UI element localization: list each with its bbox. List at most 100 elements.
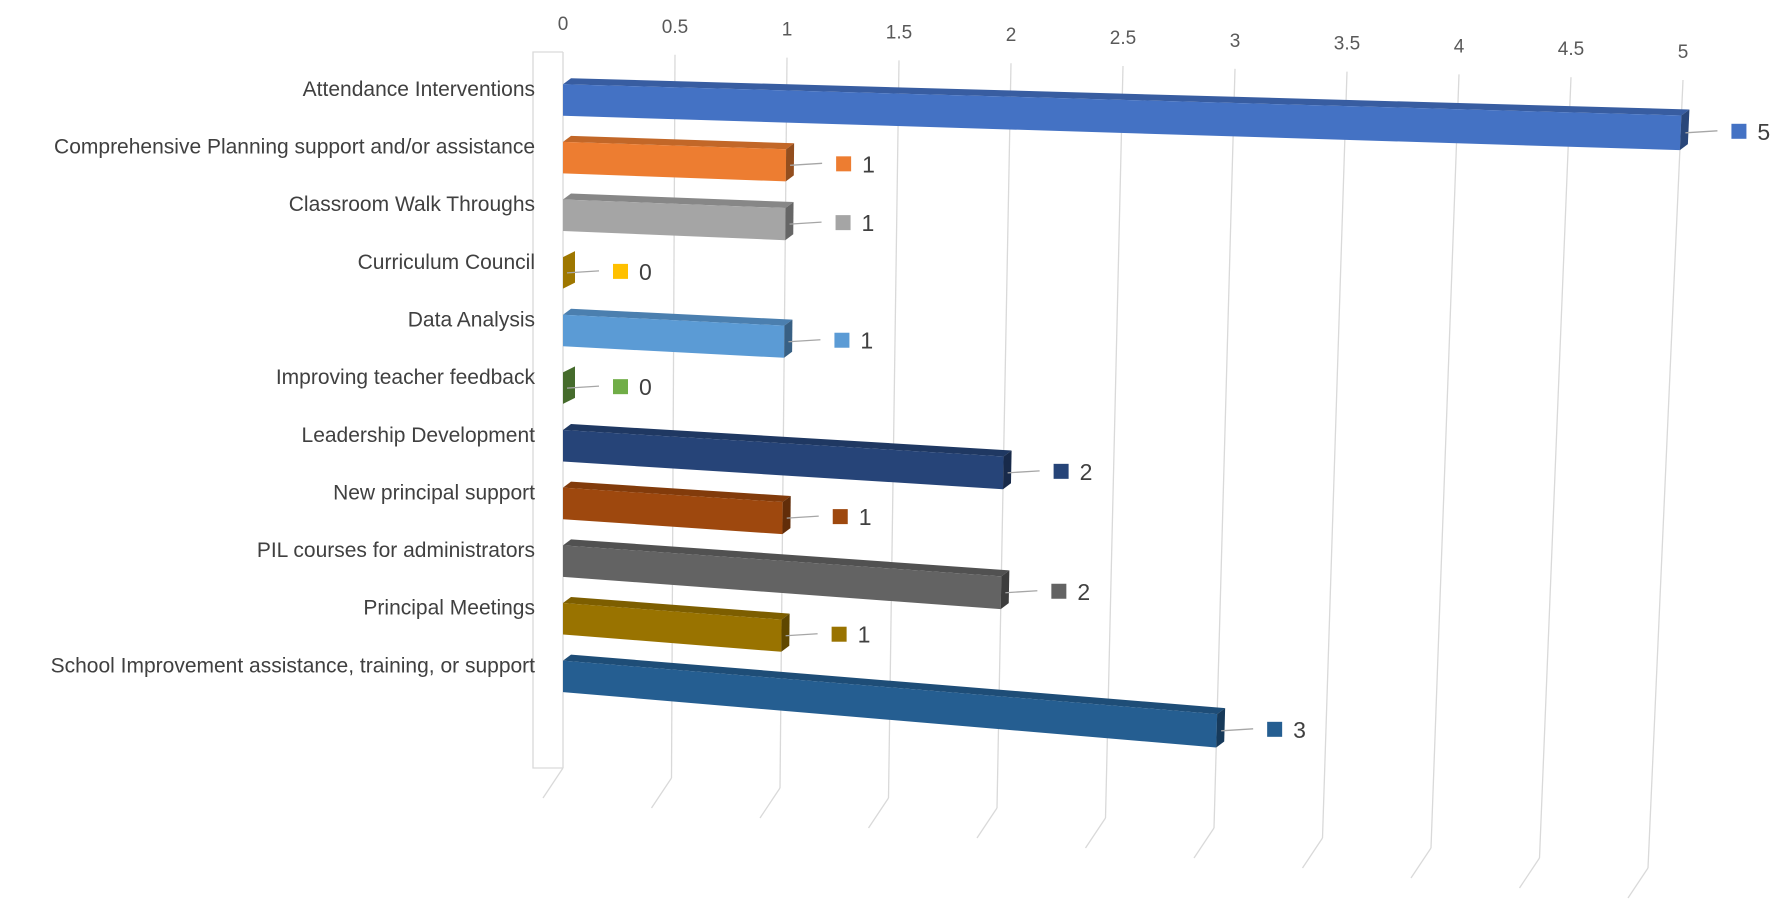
floor-gridline bbox=[1627, 867, 1649, 899]
leader-line bbox=[788, 339, 821, 343]
floor-gridline bbox=[1084, 817, 1107, 849]
gridline bbox=[996, 63, 1012, 809]
x-tick-label: 5 bbox=[1678, 42, 1689, 63]
bar-top-face bbox=[563, 78, 1690, 116]
legend-key bbox=[834, 332, 850, 348]
leader-line bbox=[789, 221, 822, 225]
category-label: Classroom Walk Throughs bbox=[289, 193, 535, 216]
data-label-value: 1 bbox=[862, 210, 875, 236]
x-tick-label: 2.5 bbox=[1110, 28, 1136, 49]
x-tick-label: 0.5 bbox=[662, 17, 688, 38]
gridline bbox=[1213, 68, 1236, 829]
bar-end-face bbox=[1002, 450, 1012, 490]
bar bbox=[563, 78, 1690, 151]
leader-line bbox=[566, 270, 600, 274]
bar-end-face bbox=[563, 251, 575, 289]
legend-key bbox=[831, 626, 847, 642]
bar bbox=[563, 424, 1012, 490]
x-tick-label: 3 bbox=[1230, 31, 1241, 52]
bar bbox=[563, 539, 1010, 610]
bar-end-face bbox=[1216, 708, 1226, 748]
category-labels: Attendance Interventions Comprehensive Pl… bbox=[51, 78, 536, 677]
data-label: 1 bbox=[786, 504, 872, 530]
bars bbox=[563, 78, 1690, 748]
bar-top-face bbox=[563, 654, 1226, 715]
data-label-value: 1 bbox=[859, 504, 872, 530]
bar-top-face bbox=[563, 596, 790, 620]
data-label-value: 0 bbox=[639, 374, 652, 400]
floor-gridline bbox=[1518, 857, 1541, 889]
gridline bbox=[1104, 65, 1124, 819]
bar-front-face bbox=[563, 199, 786, 241]
category-label: Attendance Interventions bbox=[303, 78, 535, 101]
bar bbox=[563, 366, 575, 404]
floor-gridline bbox=[1410, 847, 1432, 879]
x-tick-label: 1.5 bbox=[886, 22, 912, 43]
data-label-value: 1 bbox=[860, 328, 873, 354]
bar-front-face bbox=[563, 430, 1004, 490]
bar-end-face bbox=[1000, 570, 1010, 610]
bar-front-face bbox=[563, 487, 783, 535]
leader-line bbox=[785, 633, 818, 637]
category-label: Improving teacher feedback bbox=[276, 366, 536, 389]
bar-front-face bbox=[563, 84, 1682, 151]
bar-front-face bbox=[563, 314, 785, 358]
bar-end-face bbox=[781, 613, 790, 652]
data-label-value: 2 bbox=[1077, 579, 1090, 605]
floor-gridline bbox=[976, 807, 998, 839]
data-label: 0 bbox=[566, 374, 652, 400]
side-wall bbox=[532, 51, 563, 769]
data-label: 1 bbox=[788, 328, 873, 354]
bar bbox=[563, 654, 1226, 748]
legend-key bbox=[1051, 583, 1067, 599]
bar-end-face bbox=[785, 202, 794, 241]
bar-end-face bbox=[785, 143, 795, 182]
bar bbox=[563, 193, 794, 241]
data-label: 0 bbox=[566, 259, 652, 285]
data-label: 1 bbox=[785, 622, 870, 648]
bar-end-face bbox=[784, 319, 793, 358]
floor-gridline bbox=[867, 797, 890, 829]
bar-end-face bbox=[782, 496, 791, 535]
leader-line bbox=[566, 385, 600, 389]
legend-key bbox=[1267, 721, 1283, 737]
bar bbox=[563, 251, 575, 289]
gridlines bbox=[532, 51, 1684, 899]
leader-line bbox=[786, 515, 819, 519]
gridline bbox=[887, 60, 900, 799]
bar-end-face bbox=[563, 366, 575, 404]
leader-line bbox=[1685, 130, 1718, 134]
x-tick-label: 4 bbox=[1454, 36, 1465, 57]
x-tick-label: 1 bbox=[782, 20, 793, 41]
category-label: Data Analysis bbox=[408, 309, 535, 332]
bar-front-face bbox=[563, 545, 1002, 610]
floor-gridline bbox=[1301, 837, 1324, 869]
x-tick-label: 3.5 bbox=[1334, 34, 1360, 55]
bar-top-face bbox=[563, 193, 794, 209]
data-label-value: 3 bbox=[1293, 717, 1306, 743]
legend-key bbox=[832, 509, 848, 525]
leader-line bbox=[1007, 470, 1040, 474]
bar bbox=[563, 481, 791, 535]
data-label-value: 1 bbox=[862, 151, 875, 177]
floor-gridline bbox=[759, 787, 781, 819]
bar-top-face bbox=[563, 135, 795, 150]
data-label-value: 5 bbox=[1757, 119, 1770, 145]
category-label: PIL courses for administrators bbox=[257, 539, 535, 562]
category-label: Curriculum Council bbox=[358, 251, 535, 274]
bar-front-face bbox=[563, 141, 787, 182]
legend-key bbox=[1731, 123, 1747, 139]
data-label: 1 bbox=[790, 151, 875, 177]
bar bbox=[563, 596, 790, 652]
x-tick-label: 4.5 bbox=[1558, 39, 1584, 60]
legend-key bbox=[613, 263, 628, 279]
bar-top-face bbox=[563, 539, 1010, 577]
category-label: Comprehensive Planning support and/or as… bbox=[54, 136, 535, 159]
x-tick-label: 0 bbox=[558, 14, 569, 35]
floor-gridline bbox=[650, 777, 673, 809]
bar-front-face bbox=[563, 660, 1218, 748]
data-labels: 5 1 1 0 1 0 2 1 2 1 3 bbox=[566, 119, 1770, 743]
leader-line bbox=[1005, 590, 1038, 594]
data-label: 3 bbox=[1221, 717, 1306, 743]
